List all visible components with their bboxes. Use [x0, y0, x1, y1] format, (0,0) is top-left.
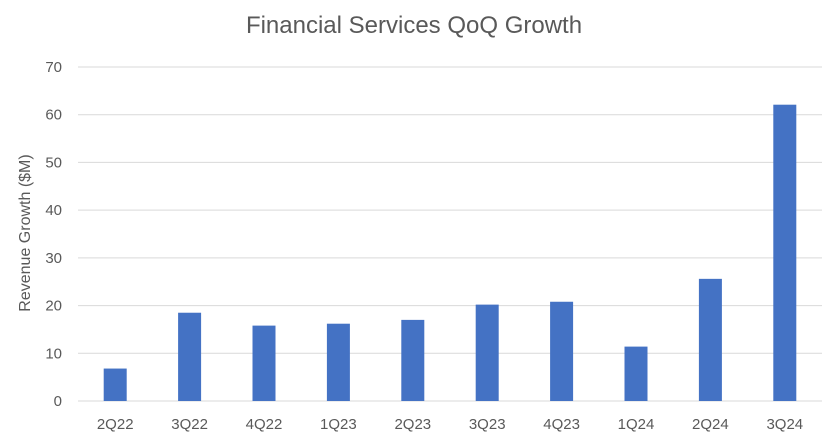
- x-tick-label: 2Q24: [692, 416, 729, 433]
- y-tick-label: 60: [45, 107, 62, 124]
- x-tick-label: 1Q23: [320, 416, 357, 433]
- x-tick-label: 2Q23: [394, 416, 431, 433]
- y-tick-label: 50: [45, 154, 62, 171]
- y-tick-label: 30: [45, 250, 62, 267]
- bar-4q22: [252, 325, 276, 401]
- y-axis-ticks: 0 10 20 30 40 50 60 70: [45, 59, 62, 410]
- y-tick-label: 10: [45, 345, 62, 362]
- x-tick-label: 3Q22: [171, 416, 208, 433]
- x-tick-label: 1Q24: [618, 416, 655, 433]
- x-tick-label: 4Q22: [246, 416, 283, 433]
- y-tick-label: 70: [45, 59, 62, 76]
- bar-3q23: [475, 304, 499, 401]
- bar-3q24: [773, 104, 797, 402]
- bar-1q23: [326, 323, 350, 401]
- bar-2q23: [401, 319, 425, 401]
- y-tick-label: 40: [45, 202, 62, 219]
- bar-2q24: [698, 278, 722, 401]
- x-tick-label: 3Q23: [469, 416, 506, 433]
- x-tick-label: 4Q23: [543, 416, 580, 433]
- bar-4q23: [550, 301, 574, 401]
- x-tick-label: 3Q24: [766, 416, 803, 433]
- y-axis-label: Revenue Growth ($M): [17, 154, 34, 311]
- chart-title: Financial Services QoQ Growth: [246, 12, 582, 39]
- x-tick-label: 2Q22: [97, 416, 134, 433]
- gridlines: [78, 66, 822, 402]
- bar-1q24: [624, 346, 648, 401]
- x-axis-ticks: 2Q22 3Q22 4Q22 1Q23 2Q23 3Q23 4Q23 1Q24 2Q24 3Q24: [97, 416, 803, 433]
- y-tick-label: 0: [54, 393, 62, 410]
- y-tick-label: 20: [45, 298, 62, 315]
- bar-3q22: [178, 312, 202, 401]
- bar-2q22: [103, 368, 127, 401]
- bars: [103, 104, 797, 402]
